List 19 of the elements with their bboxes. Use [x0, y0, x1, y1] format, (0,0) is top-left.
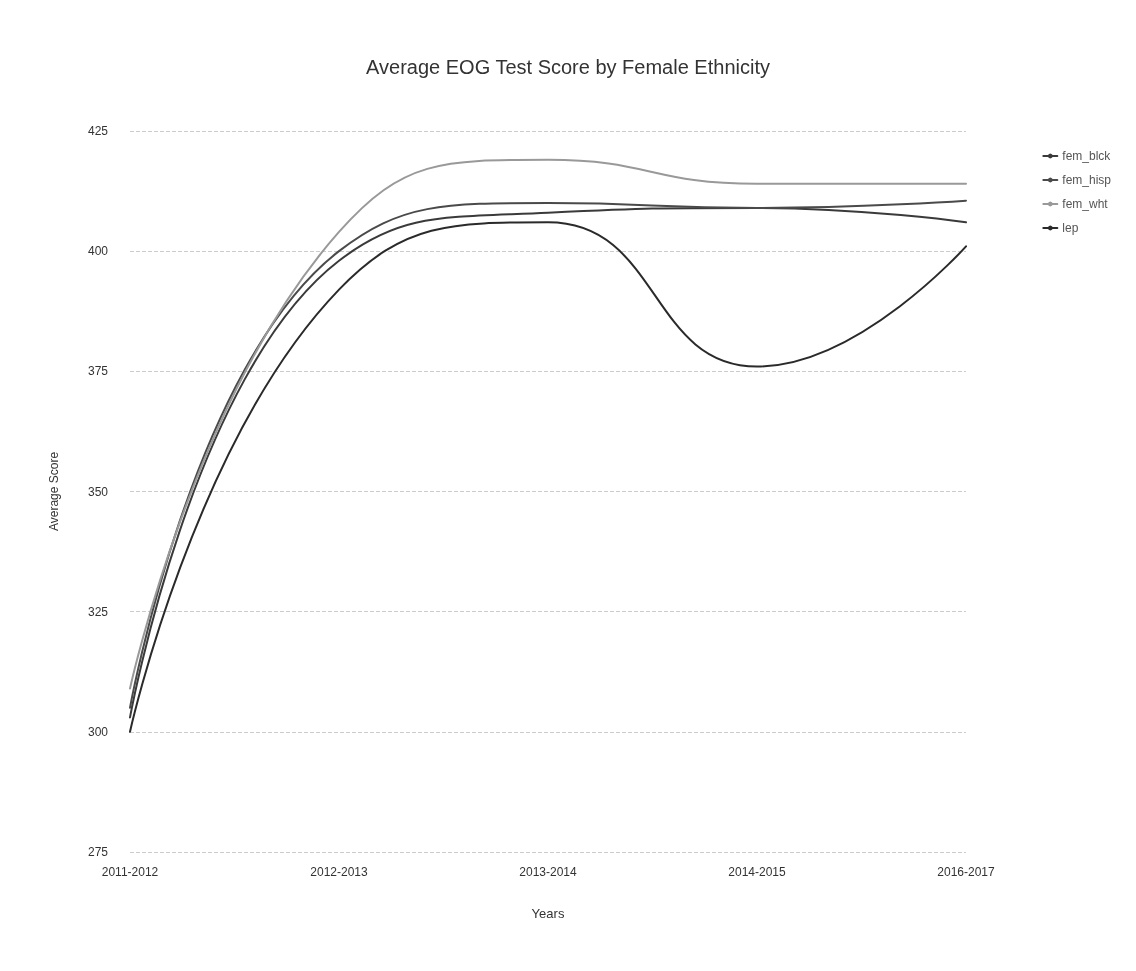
x-tick-label: 2016-2017 [937, 865, 996, 879]
legend-label: lep [1062, 221, 1079, 235]
x-tick-label: 2013-2014 [519, 865, 578, 879]
y-tick-label: 425 [87, 124, 109, 138]
x-tick-label: 2012-2013 [310, 865, 369, 879]
legend-label: fem_hisp [1062, 173, 1112, 187]
y-tick-label: 325 [87, 604, 109, 619]
x-tick-label: 2011-2012 [101, 865, 159, 879]
x-axis-title: Years [531, 906, 565, 921]
legend-label: fem_wht [1062, 197, 1109, 211]
chart-title: Average EOG Test Score by Female Ethnicity [366, 56, 770, 78]
y-tick-label: 400 [87, 244, 109, 259]
y-tick-label: 375 [87, 364, 109, 379]
y-tick-label: 300 [87, 724, 109, 739]
x-tick-label: 2014-2015 [728, 865, 787, 879]
y-tick-label: 350 [87, 484, 109, 499]
legend-label: fem_blck [1062, 149, 1112, 163]
y-axis-title: Average Score [47, 451, 61, 532]
y-tick-label: 275 [87, 845, 109, 859]
